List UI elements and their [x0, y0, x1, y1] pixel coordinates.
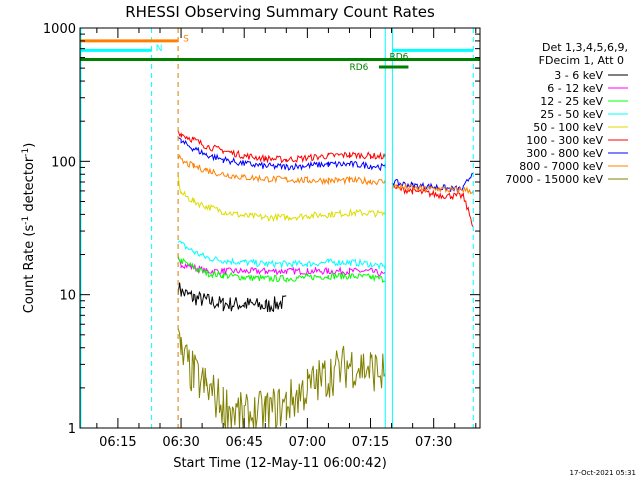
- legend-entry-label: 100 - 300 keV: [526, 134, 603, 147]
- y-tick-label: 100: [51, 155, 76, 170]
- y-tick-label: 1000: [43, 22, 76, 37]
- legend-header-line: Det 1,3,4,5,6,9,: [542, 41, 628, 54]
- y-axis-label: Count Rate (s-1 detector-1): [21, 143, 37, 314]
- x-axis-tick-labels: 06:15 06:30 06:45 07:00 07:15 07:30: [99, 435, 452, 450]
- series-line: [177, 175, 386, 223]
- legend-entry-label: 6 - 12 keV: [547, 82, 603, 95]
- state-bar-label: N: [156, 44, 163, 54]
- series-line: [177, 282, 287, 313]
- legend-entry-label: 800 - 7000 keV: [519, 160, 603, 173]
- plot-area: S N RD6 RD6: [79, 27, 481, 429]
- y-axis-label-exponent: -1: [21, 148, 31, 157]
- y-axis-label-exponent: -1: [21, 216, 31, 225]
- x-tick-label: 07:30: [415, 435, 452, 450]
- x-axis-label: Start Time (12-May-11 06:00:42): [173, 456, 387, 471]
- legend-header-line: FDecim 1, Att 0: [539, 54, 624, 67]
- legend-entry-label: 3 - 6 keV: [554, 69, 603, 82]
- series-line: [177, 257, 386, 278]
- timestamp: 17-Oct-2021 05:31: [570, 469, 636, 477]
- y-axis-label-part: Count Rate (s: [22, 225, 37, 314]
- y-tick-label: 1: [68, 422, 76, 437]
- x-tick-label: 06:45: [225, 435, 262, 450]
- legend-entry-label: 300 - 800 keV: [526, 147, 603, 160]
- plot-frame: [79, 27, 481, 429]
- legend-entry-label: 7000 - 15000 keV: [505, 173, 603, 186]
- state-bar-label: S: [183, 34, 189, 44]
- state-bar-label: RD6: [389, 53, 408, 63]
- x-tick-label: 06:15: [99, 435, 136, 450]
- chart-title: RHESSI Observing Summary Count Rates: [125, 3, 435, 21]
- y-axis-label-part: ): [22, 143, 37, 148]
- legend-entry-label: 50 - 100 keV: [533, 121, 603, 134]
- x-tick-label: 07:15: [352, 435, 389, 450]
- series-line: [177, 328, 386, 429]
- x-tick-label: 06:30: [162, 435, 199, 450]
- state-bar-label: RD6: [349, 63, 368, 73]
- series-line: [177, 255, 386, 284]
- y-axis-label-part: detector: [22, 156, 37, 216]
- series-line: [177, 240, 386, 271]
- legend-entry-label: 12 - 25 keV: [540, 95, 603, 108]
- series-line: [177, 154, 474, 195]
- x-tick-label: 07:00: [289, 435, 326, 450]
- legend: Det 1,3,4,5,6,9, FDecim 1, Att 0 3 - 6 k…: [505, 41, 628, 186]
- legend-entry-label: 25 - 50 keV: [540, 108, 603, 121]
- series-line: [177, 137, 474, 193]
- series-line: [177, 130, 474, 228]
- y-axis-tick-labels: 1 10 100 1000: [43, 22, 76, 437]
- y-tick-label: 10: [59, 289, 76, 304]
